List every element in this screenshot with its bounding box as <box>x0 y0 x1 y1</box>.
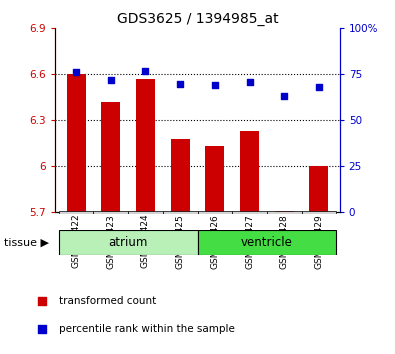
Title: GDS3625 / 1394985_at: GDS3625 / 1394985_at <box>117 12 278 26</box>
Text: tissue ▶: tissue ▶ <box>4 238 49 247</box>
Bar <box>59 230 197 255</box>
Text: percentile rank within the sample: percentile rank within the sample <box>59 324 235 334</box>
Bar <box>267 211 301 214</box>
Point <box>73 70 79 75</box>
Bar <box>301 211 336 214</box>
Bar <box>59 211 94 214</box>
Point <box>246 79 253 85</box>
Bar <box>309 166 328 212</box>
Point <box>142 68 149 74</box>
Bar <box>205 147 224 212</box>
Bar <box>101 102 120 212</box>
Text: transformed count: transformed count <box>59 296 157 306</box>
Point <box>107 77 114 83</box>
Bar <box>128 211 163 214</box>
Point <box>212 82 218 88</box>
Text: ventricle: ventricle <box>241 236 293 249</box>
Point <box>177 81 183 86</box>
Bar <box>275 211 294 212</box>
Point <box>316 84 322 90</box>
Bar <box>240 131 259 212</box>
Bar <box>67 74 86 212</box>
Text: atrium: atrium <box>109 236 148 249</box>
Point <box>281 93 288 99</box>
Bar <box>232 211 267 214</box>
Bar <box>94 211 128 214</box>
Bar <box>136 79 155 212</box>
Bar <box>198 230 336 255</box>
Bar <box>198 211 232 214</box>
Bar <box>163 211 198 214</box>
Bar <box>171 139 190 212</box>
Point <box>297 150 303 156</box>
